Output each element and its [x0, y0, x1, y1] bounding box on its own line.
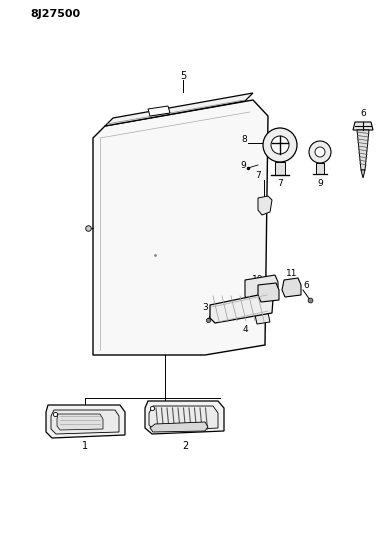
Circle shape [271, 136, 289, 154]
Polygon shape [51, 410, 119, 434]
Text: 8J27500: 8J27500 [30, 9, 80, 19]
Polygon shape [105, 93, 253, 126]
Polygon shape [145, 401, 224, 434]
Text: 6: 6 [303, 280, 309, 289]
Polygon shape [245, 275, 278, 312]
Polygon shape [57, 414, 103, 430]
Polygon shape [357, 130, 369, 170]
Text: 3: 3 [202, 303, 208, 311]
Circle shape [263, 128, 297, 162]
Polygon shape [46, 405, 125, 438]
Polygon shape [255, 313, 270, 324]
Polygon shape [353, 122, 373, 130]
Text: 6: 6 [360, 109, 366, 118]
Circle shape [315, 147, 325, 157]
Text: 1: 1 [82, 441, 88, 451]
Polygon shape [150, 422, 208, 432]
Polygon shape [361, 170, 365, 178]
Text: 7: 7 [277, 179, 283, 188]
Text: 2: 2 [182, 441, 188, 451]
Polygon shape [282, 278, 301, 297]
Polygon shape [210, 293, 273, 323]
Text: 7: 7 [255, 171, 261, 180]
Polygon shape [275, 162, 285, 175]
Polygon shape [93, 100, 268, 355]
Polygon shape [149, 406, 218, 431]
Polygon shape [316, 163, 324, 174]
Text: 8: 8 [241, 135, 247, 144]
Text: 11: 11 [286, 270, 298, 279]
Polygon shape [148, 106, 170, 116]
Circle shape [309, 141, 331, 163]
Text: 4: 4 [242, 326, 248, 335]
Polygon shape [258, 196, 272, 215]
Polygon shape [258, 283, 279, 302]
Text: 9: 9 [317, 180, 323, 189]
Text: 9: 9 [240, 160, 246, 169]
Text: 10: 10 [252, 276, 264, 285]
Text: 5: 5 [180, 71, 186, 81]
